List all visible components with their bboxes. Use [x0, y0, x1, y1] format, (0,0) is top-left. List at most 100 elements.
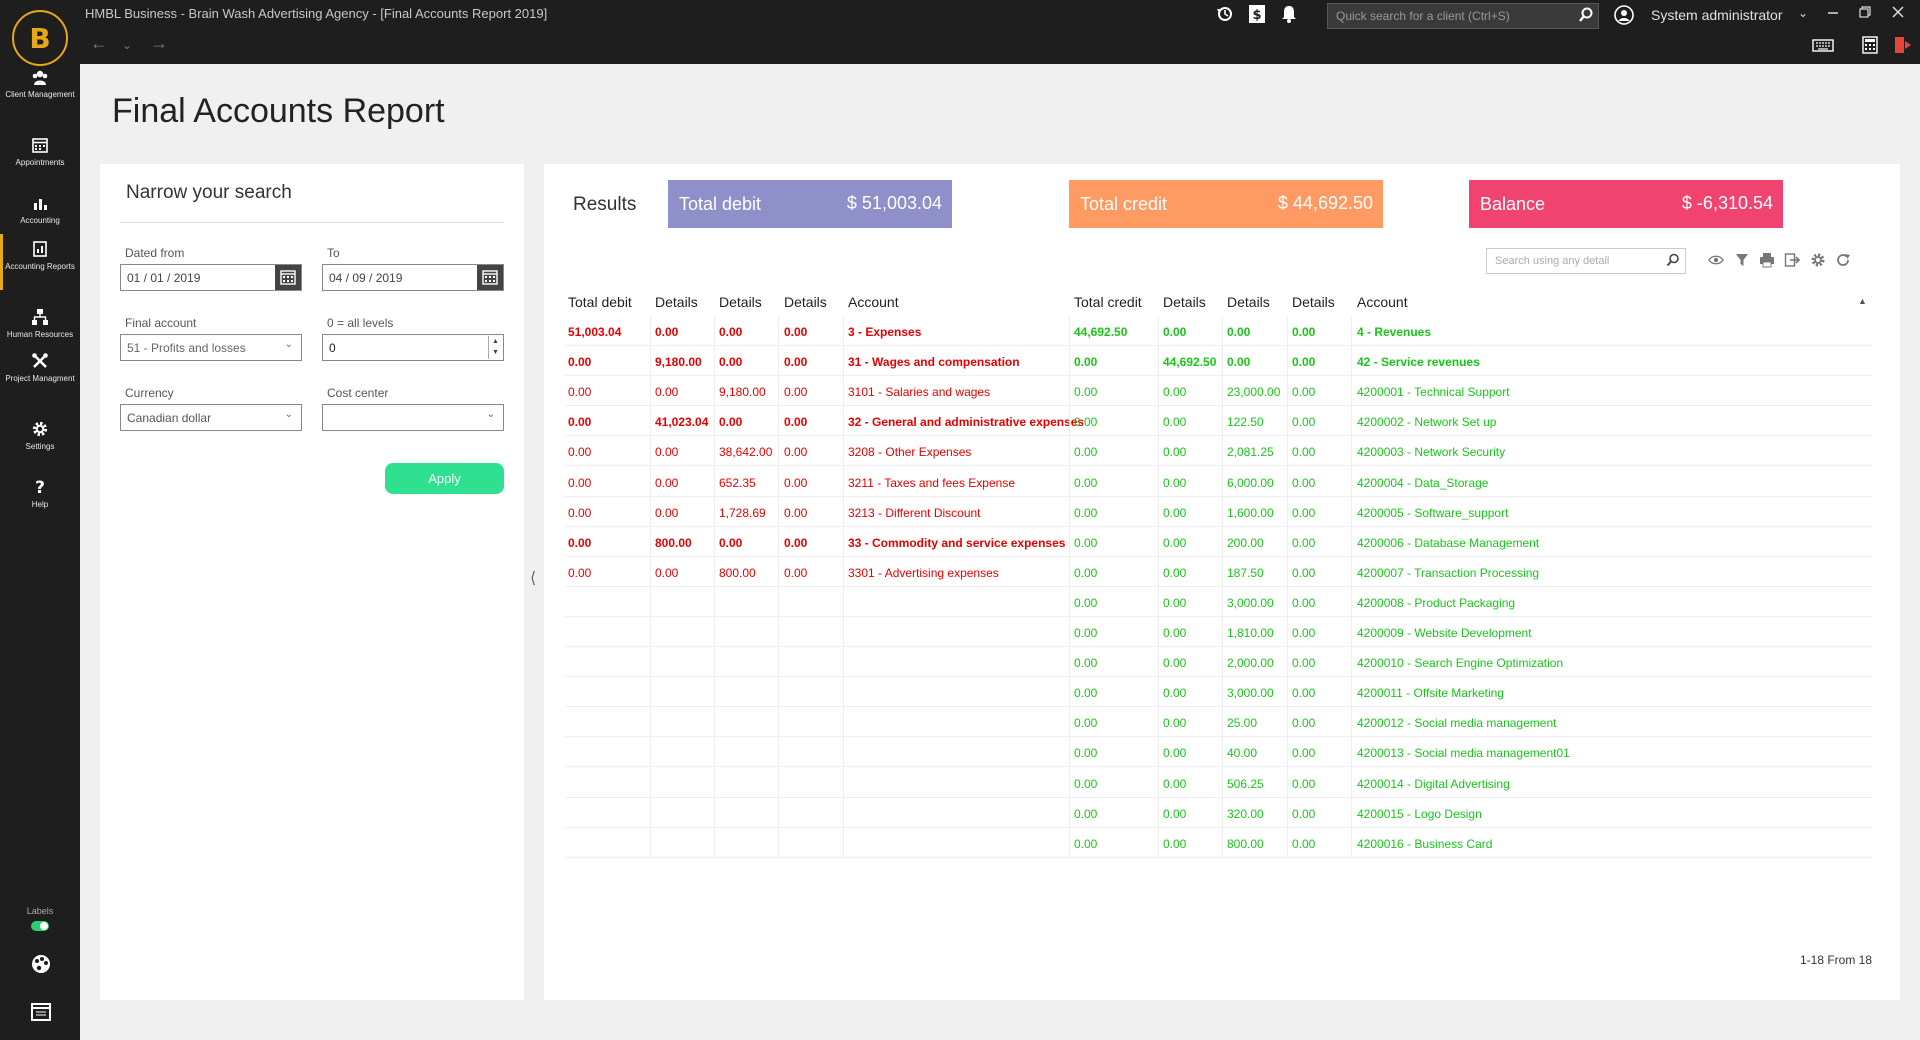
credit-account-cell: 4200004 - Data_Storage: [1357, 475, 1489, 490]
credit-amount-cell: 0.00: [1163, 325, 1187, 339]
table-row[interactable]: 0.00 0.00 800.00 0.00 4200016 - Business Car…: [564, 828, 1872, 858]
debit-amount-cell: 0.00: [655, 565, 679, 580]
credit-amount-cell: 3,000.00: [1227, 595, 1274, 610]
search-icon[interactable]: [1666, 253, 1680, 267]
restore-icon[interactable]: [1857, 4, 1873, 20]
dated-from-field[interactable]: 01 / 01 / 2019: [120, 264, 302, 291]
logout-icon[interactable]: [1892, 36, 1914, 54]
table-row[interactable]: 0.00 0.00 1,728.69 0.00 3213 - Different Dis…: [564, 497, 1872, 527]
header-total-credit[interactable]: Total credit: [1074, 294, 1142, 310]
balance-card: Balance $ -6,310.54: [1469, 180, 1783, 228]
calendar-icon: [32, 138, 48, 153]
sidebar-item-appointments[interactable]: Appointments: [0, 136, 80, 168]
table-row[interactable]: 0.00 0.00 25.00 0.00 4200012 - Social media …: [564, 707, 1872, 738]
table-row[interactable]: 0.00 0.00 320.00 0.00 4200015 - Logo Design: [564, 798, 1872, 828]
table-row[interactable]: 0.00 0.00 9,180.00 0.00 3101 - Salaries and …: [564, 376, 1872, 407]
history-dropdown-icon[interactable]: ⌄: [122, 38, 133, 52]
palette-icon[interactable]: [30, 954, 52, 974]
table-row[interactable]: 0.00 0.00 3,000.00 0.00 4200011 - Offsite Ma…: [564, 677, 1872, 708]
sort-ascending-icon[interactable]: ▲: [1858, 296, 1867, 306]
table-row[interactable]: 51,003.04 0.00 0.00 0.00 3 - Expenses 44,692.…: [564, 316, 1872, 346]
sidebar-item-project-managment[interactable]: Project Managment: [0, 352, 80, 384]
labels-toggle[interactable]: [31, 921, 49, 931]
credit-amount-cell: 44,692.50: [1163, 355, 1217, 370]
forward-arrow-icon[interactable]: →: [150, 33, 168, 53]
credit-amount-cell: 0.00: [1163, 746, 1187, 761]
currency-select[interactable]: Canadian dollar ⌄: [120, 404, 302, 431]
sidebar-item-client-management[interactable]: Client Management: [0, 68, 80, 100]
sidebar-item-accounting-reports[interactable]: Accounting Reports: [0, 234, 80, 290]
chevron-down-icon[interactable]: ⌄: [1798, 6, 1809, 20]
header-details[interactable]: Details: [784, 294, 827, 310]
bell-icon[interactable]: [1280, 4, 1298, 24]
eye-icon[interactable]: [1708, 252, 1724, 268]
table-row[interactable]: 0.00 0.00 1,810.00 0.00 4200009 - Website De…: [564, 617, 1872, 647]
sidebar-item-help[interactable]: ? Help: [0, 478, 80, 510]
table-row[interactable]: 0.00 9,180.00 0.00 0.00 31 - Wages and compe…: [564, 346, 1872, 377]
credit-amount-cell: 0.00: [1292, 355, 1316, 370]
credit-amount-cell: 3,000.00: [1227, 686, 1274, 701]
dollar-icon[interactable]: $: [1248, 4, 1266, 24]
apply-button[interactable]: Apply: [385, 463, 504, 494]
collapse-panel-icon[interactable]: ⟨: [530, 570, 537, 587]
credit-amount-cell: 0.00: [1163, 385, 1187, 400]
close-icon[interactable]: [1890, 4, 1906, 20]
final-account-select[interactable]: 51 - Profits and losses ⌄: [120, 334, 302, 361]
header-details[interactable]: Details: [719, 294, 762, 310]
to-label: To: [327, 246, 340, 260]
calendar-icon[interactable]: [477, 265, 503, 290]
levels-value: 0: [329, 341, 336, 355]
detail-search-input[interactable]: Search using any detail: [1486, 248, 1686, 274]
credit-amount-cell: 0.00: [1163, 565, 1187, 580]
credit-amount-cell: 0.00: [1292, 656, 1316, 671]
currency-label: Currency: [125, 386, 174, 400]
table-row[interactable]: 0.00 0.00 652.35 0.00 3211 - Taxes and fees …: [564, 467, 1872, 497]
header-account[interactable]: Account: [848, 294, 899, 310]
gear-icon[interactable]: [1810, 252, 1826, 268]
header-total-debit[interactable]: Total debit: [568, 294, 632, 310]
sidebar-item-settings[interactable]: Settings: [0, 420, 80, 452]
table-row[interactable]: 0.00 0.00 40.00 0.00 4200013 - Social media …: [564, 737, 1872, 768]
header-details[interactable]: Details: [1227, 294, 1270, 310]
quick-search-input[interactable]: Quick search for a client (Ctrl+S): [1327, 3, 1599, 29]
header-account[interactable]: Account: [1357, 294, 1408, 310]
calendar-icon[interactable]: [275, 265, 301, 290]
window-icon[interactable]: [30, 1002, 52, 1022]
table-row[interactable]: 0.00 0.00 506.25 0.00 4200014 - Digital Adve…: [564, 768, 1872, 798]
keyboard-icon[interactable]: [1812, 36, 1834, 54]
table-row[interactable]: 0.00 800.00 0.00 0.00 33 - Commodity and ser…: [564, 527, 1872, 557]
calculator-icon[interactable]: [1859, 36, 1881, 54]
search-icon[interactable]: [1578, 7, 1594, 23]
stepper-arrows-icon[interactable]: ▲ ▼: [488, 336, 502, 359]
header-details[interactable]: Details: [1163, 294, 1206, 310]
sidebar-item-human-resources[interactable]: Human Resources: [0, 308, 80, 340]
history-icon[interactable]: [1215, 4, 1235, 24]
refresh-icon[interactable]: [1835, 252, 1851, 268]
table-row[interactable]: 0.00 0.00 2,000.00 0.00 4200010 - Search Eng…: [564, 647, 1872, 678]
header-details[interactable]: Details: [1292, 294, 1335, 310]
to-date-field[interactable]: 04 / 09 / 2019: [322, 264, 504, 291]
balance-label: Balance: [1480, 194, 1546, 214]
back-arrow-icon[interactable]: ←: [90, 33, 108, 53]
table-row[interactable]: 0.00 0.00 3,000.00 0.00 4200008 - Product Pa…: [564, 587, 1872, 617]
debit-amount-cell: 0.00: [784, 385, 808, 400]
table-row[interactable]: 0.00 0.00 800.00 0.00 3301 - Advertising exp…: [564, 557, 1872, 587]
total-debit-card: Total debit $ 51,003.04: [668, 180, 952, 228]
filter-icon[interactable]: [1734, 252, 1750, 268]
user-name[interactable]: System administrator: [1651, 7, 1783, 23]
minimize-icon[interactable]: [1825, 4, 1841, 20]
levels-stepper[interactable]: 0 ▲ ▼: [322, 334, 504, 361]
cost-center-select[interactable]: ⌄: [322, 404, 504, 431]
sidebar-item-accounting[interactable]: Accounting: [0, 194, 80, 226]
filter-heading: Narrow your search: [126, 182, 292, 203]
balance-value: $ -6,310.54: [1681, 193, 1773, 213]
table-row[interactable]: 0.00 0.00 38,642.00 0.00 3208 - Other Expens…: [564, 436, 1872, 467]
credit-amount-cell: 0.00: [1292, 746, 1316, 761]
print-icon[interactable]: [1759, 252, 1775, 268]
app-logo[interactable]: B: [12, 10, 68, 66]
header-details[interactable]: Details: [655, 294, 698, 310]
user-avatar-icon[interactable]: [1614, 5, 1634, 25]
table-row[interactable]: 0.00 41,023.04 0.00 0.00 32 - General and ad…: [564, 406, 1872, 437]
export-icon[interactable]: [1784, 252, 1800, 268]
chevron-down-icon: ⌄: [284, 339, 293, 350]
